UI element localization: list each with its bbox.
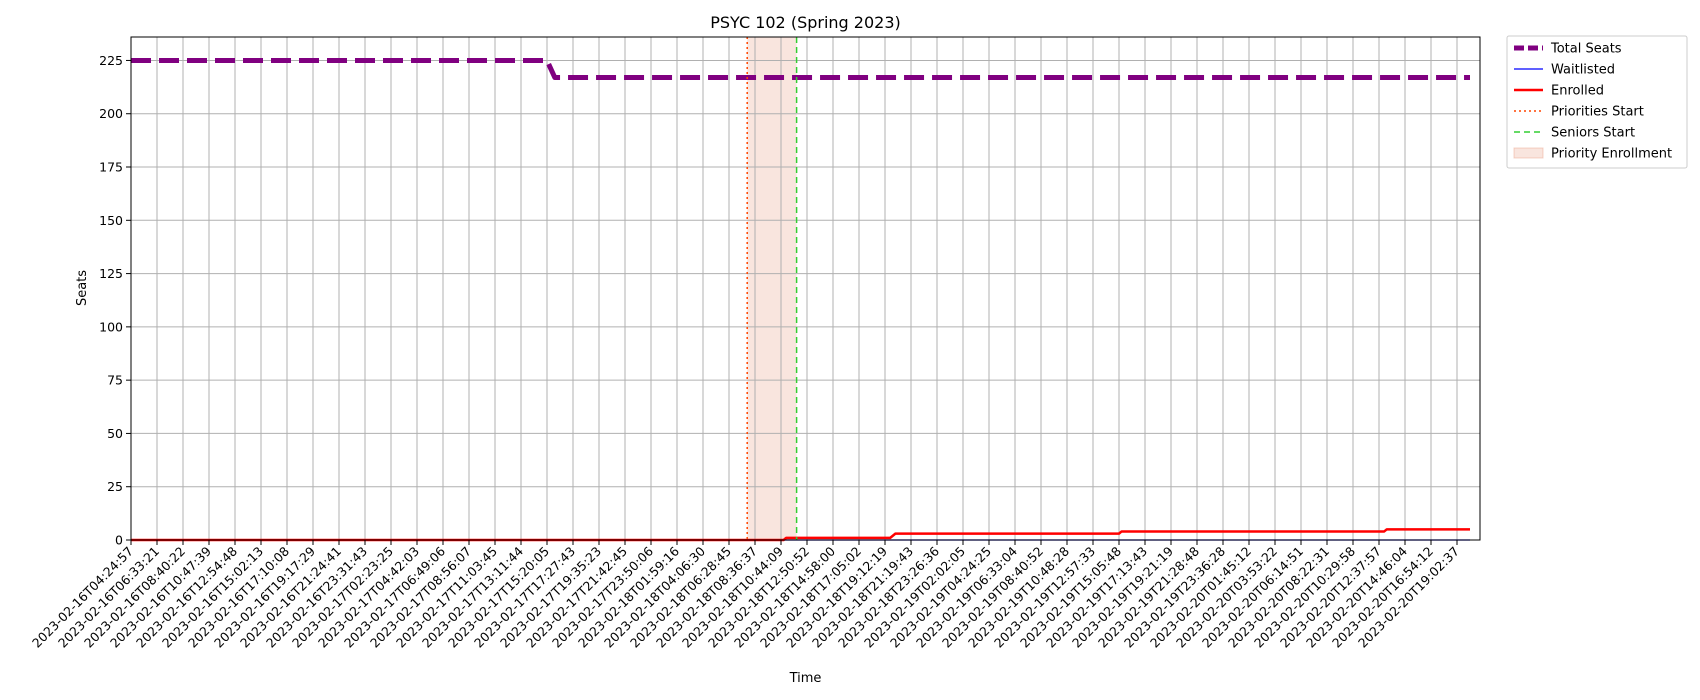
x-axis-title: Time [789,671,822,686]
y-tick-label: 200 [99,106,123,121]
legend-label-seniors-start: Seniors Start [1551,126,1635,141]
y-axis: 0 25 50 75 100 125 150 175 200 225 [99,53,131,548]
y-tick-label: 50 [107,426,123,441]
y-tick-label: 125 [99,266,123,281]
y-tick-label: 175 [99,160,123,175]
x-axis: 2023-02-16T04:24:572023-02-16T06:33:2120… [29,540,1462,651]
y-tick-label: 0 [115,533,123,548]
y-tick-label: 100 [99,319,123,334]
chart-title: PSYC 102 (Spring 2023) [710,13,901,32]
y-tick-label: 75 [107,373,123,388]
y-tick-label: 25 [107,479,123,494]
series-enrolled [131,528,1470,542]
y-tick-label: 225 [99,53,123,68]
y-tick-label: 150 [99,213,123,228]
plot-area [131,37,1480,540]
legend-label-priorities-start: Priorities Start [1551,105,1644,120]
series-total-seats [131,57,1470,80]
legend-label-enrolled: Enrolled [1551,84,1604,99]
y-axis-title: Seats [75,270,90,306]
legend-label-total-seats: Total Seats [1550,42,1622,57]
legend-label-priority-enrollment: Priority Enrollment [1551,147,1672,162]
vertical-line-layer [746,37,798,540]
legend-label-waitlisted: Waitlisted [1551,63,1615,78]
legend-swatch-priority-enrollment [1513,147,1544,159]
plot-frame [130,36,1481,541]
legend: Total Seats Waitlisted Enrolled Priorities … [1506,35,1688,169]
